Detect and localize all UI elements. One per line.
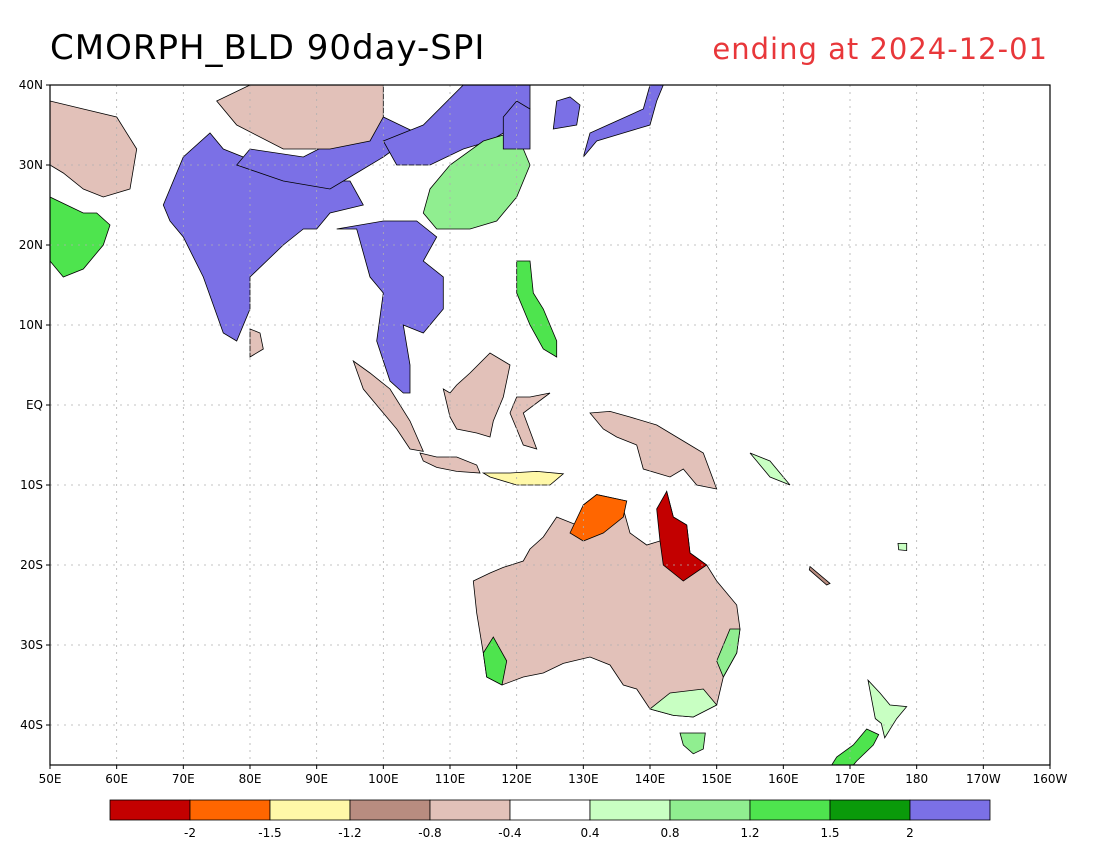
lon-label: 170E	[835, 772, 866, 786]
lat-label: EQ	[26, 398, 43, 412]
lat-label: 30N	[19, 158, 43, 172]
colorbar-swatch	[429, 799, 511, 821]
region-sumatra	[352, 359, 424, 452]
lat-label: 20S	[20, 558, 43, 572]
region-philippines	[516, 260, 558, 358]
colorbar-swatch	[909, 799, 991, 821]
region-australia-southeast	[649, 688, 718, 718]
land-regions	[50, 85, 908, 765]
colorbar-label: -1.5	[258, 826, 281, 840]
lon-label: 120E	[501, 772, 532, 786]
lat-label: 10N	[19, 318, 43, 332]
lat-label: 10S	[20, 478, 43, 492]
lon-label: 160E	[768, 772, 799, 786]
colorbar-label: -1.2	[338, 826, 361, 840]
colorbar-label: 0.4	[580, 826, 599, 840]
region-australia-east-coast-wet	[716, 628, 741, 678]
lon-label: 110E	[435, 772, 466, 786]
colorbar-label: 0.8	[660, 826, 679, 840]
lon-label: 60E	[105, 772, 128, 786]
colorbar-swatch	[269, 799, 351, 821]
region-australia-north-dry	[569, 494, 628, 542]
lat-label: 30S	[20, 638, 43, 652]
colorbar-label: 1.5	[820, 826, 839, 840]
lon-label: 50E	[39, 772, 62, 786]
region-tibet-dry	[216, 85, 384, 150]
graticule	[50, 85, 1050, 765]
region-fiji	[897, 543, 908, 552]
map-frame	[49, 84, 1051, 766]
lat-label: 40N	[19, 78, 43, 92]
lon-label: 170W	[966, 772, 1001, 786]
lon-label: 130E	[568, 772, 599, 786]
colorbar-label: -2	[184, 826, 196, 840]
region-australia-northeast-dry	[656, 490, 708, 582]
region-arabia	[50, 196, 111, 278]
region-australia-southwest-wet	[482, 636, 508, 686]
lon-label: 80E	[239, 772, 262, 786]
region-indochina	[336, 220, 444, 394]
lat-label: 20N	[19, 238, 43, 252]
colorbar-swatch	[669, 799, 751, 821]
colorbar: -2 -1.5 -1.2 -0.8 -0.4 0.4 0.8 1.2 1.5 2	[109, 799, 991, 840]
lon-label: 70E	[172, 772, 195, 786]
colorbar-swatch	[589, 799, 671, 821]
lat-label: 40S	[20, 718, 43, 732]
region-new-zealand-south	[831, 728, 880, 765]
latitude-labels: 40N 30N 20N 10N EQ 10S 20S 30S 40S	[19, 78, 50, 732]
region-new-guinea	[589, 410, 718, 490]
region-lesser-sunda	[481, 470, 565, 486]
lon-label: 150E	[701, 772, 732, 786]
longitude-labels: 50E 60E 70E 80E 90E 100E 110E 120E 130E 140E 150E 1…	[39, 765, 1068, 786]
colorbar-label: -0.4	[498, 826, 521, 840]
region-tasmania	[679, 732, 706, 755]
region-solomons	[749, 452, 791, 486]
region-iran-dry	[50, 100, 138, 198]
colorbar-swatch	[349, 799, 431, 821]
region-korea	[552, 96, 581, 130]
colorbar-swatch	[189, 799, 271, 821]
colorbar-swatch	[749, 799, 831, 821]
lon-label: 140E	[635, 772, 666, 786]
lon-label: 100E	[368, 772, 399, 786]
map-subtitle: ending at 2024-12-01	[712, 32, 1048, 66]
colorbar-label: 2	[906, 826, 914, 840]
region-sri-lanka	[249, 328, 264, 358]
region-new-caledonia	[808, 565, 831, 586]
map-title: CMORPH_BLD 90day-SPI	[50, 28, 486, 68]
region-borneo	[442, 352, 511, 438]
colorbar-swatch	[109, 799, 191, 821]
colorbar-label: 1.2	[740, 826, 759, 840]
lon-label: 180	[905, 772, 928, 786]
region-china-east-coast	[502, 100, 531, 150]
region-sulawesi	[509, 392, 551, 450]
region-japan	[582, 85, 664, 158]
region-new-zealand-north	[867, 678, 908, 739]
colorbar-swatch	[509, 799, 591, 821]
lon-label: 160W	[1033, 772, 1068, 786]
colorbar-label: -0.8	[418, 826, 441, 840]
colorbar-swatch	[829, 799, 911, 821]
lon-label: 90E	[305, 772, 328, 786]
